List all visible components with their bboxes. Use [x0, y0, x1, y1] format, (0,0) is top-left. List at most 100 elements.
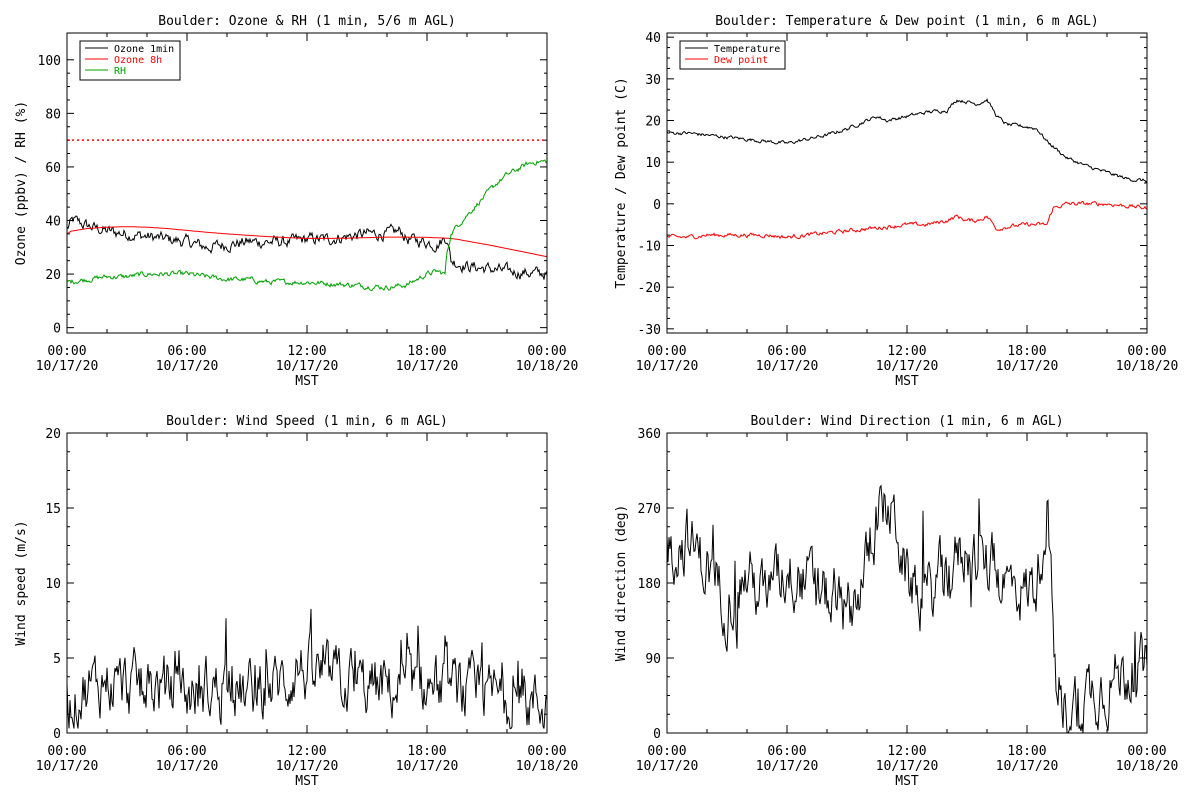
- x-tick-date: 10/18/20: [1116, 759, 1179, 774]
- x-tick-date: 10/17/20: [876, 759, 939, 774]
- x-tick-date: 10/17/20: [876, 359, 939, 374]
- x-tick-time: 18:00: [407, 344, 446, 359]
- x-tick-time: 06:00: [167, 744, 206, 759]
- x-tick-time: 00:00: [47, 344, 86, 359]
- x-axis-label: MST: [295, 774, 319, 789]
- plot-frame: [66, 32, 548, 334]
- y-axis-label: Wind speed (m/s): [14, 520, 29, 645]
- series-line-1: [666, 484, 1148, 734]
- x-axis-label: MST: [295, 374, 319, 389]
- x-tick-time: 18:00: [1007, 744, 1046, 759]
- x-tick-date: 10/17/20: [276, 759, 339, 774]
- x-axis-label: MST: [895, 774, 919, 789]
- y-tick-label: 0: [53, 727, 61, 742]
- x-tick-date: 10/17/20: [156, 359, 219, 374]
- x-tick-time: 12:00: [287, 344, 326, 359]
- y-tick-label: 10: [645, 156, 661, 171]
- x-tick-time: 00:00: [647, 744, 686, 759]
- x-tick-time: 00:00: [647, 344, 686, 359]
- x-tick-date: 10/17/20: [996, 759, 1059, 774]
- y-tick-label: 10: [45, 577, 61, 592]
- series-line-2: [666, 200, 1148, 240]
- y-tick-label: 360: [638, 427, 661, 442]
- y-tick-label: 0: [653, 727, 661, 742]
- series-line-1: [66, 215, 548, 280]
- legend-label: RH: [114, 66, 126, 77]
- legend-label: Temperature: [714, 44, 780, 55]
- x-tick-date: 10/17/20: [636, 359, 699, 374]
- y-tick-label: 0: [53, 322, 61, 337]
- x-tick-time: 06:00: [767, 344, 806, 359]
- x-tick-time: 00:00: [1127, 344, 1166, 359]
- y-tick-label: 80: [45, 107, 61, 122]
- series-line-3: [66, 159, 548, 292]
- legend-label: Ozone 8h: [114, 55, 162, 66]
- x-axis-label: MST: [895, 374, 919, 389]
- x-tick-date: 10/17/20: [996, 359, 1059, 374]
- x-tick-date: 10/17/20: [36, 359, 99, 374]
- y-tick-label: 20: [45, 268, 61, 283]
- x-tick-date: 10/17/20: [36, 759, 99, 774]
- x-tick-date: 10/17/20: [636, 759, 699, 774]
- x-tick-time: 06:00: [167, 344, 206, 359]
- y-tick-label: -20: [638, 281, 661, 296]
- y-tick-label: 90: [645, 652, 661, 667]
- x-tick-date: 10/17/20: [396, 759, 459, 774]
- x-tick-date: 10/17/20: [756, 759, 819, 774]
- x-tick-time: 00:00: [527, 344, 566, 359]
- y-tick-label: 30: [645, 73, 661, 88]
- chart-panel-2: Boulder: Temperature & Dew point (1 min,…: [614, 14, 1178, 389]
- y-tick-label: 5: [53, 652, 61, 667]
- chart-title: Boulder: Temperature & Dew point (1 min,…: [715, 14, 1099, 29]
- x-tick-date: 10/17/20: [156, 759, 219, 774]
- x-tick-date: 10/17/20: [756, 359, 819, 374]
- y-tick-label: 100: [38, 54, 61, 69]
- y-axis-label: Temperature / Dew point (C): [614, 77, 629, 288]
- plot-frame: [666, 32, 1148, 334]
- y-tick-label: 20: [45, 427, 61, 442]
- y-tick-label: 0: [653, 198, 661, 213]
- x-tick-time: 00:00: [527, 744, 566, 759]
- chart-title: Boulder: Wind Direction (1 min, 6 m AGL): [750, 414, 1063, 429]
- y-tick-label: 180: [638, 577, 661, 592]
- y-tick-label: 20: [645, 115, 661, 130]
- x-tick-time: 12:00: [887, 344, 926, 359]
- x-tick-date: 10/17/20: [276, 359, 339, 374]
- chart-title: Boulder: Wind Speed (1 min, 6 m AGL): [166, 414, 448, 429]
- x-tick-date: 10/18/20: [1116, 359, 1179, 374]
- x-tick-time: 12:00: [287, 744, 326, 759]
- legend-label: Dew point: [714, 55, 768, 66]
- y-axis-label: Ozone (ppbv) / RH (%): [14, 101, 29, 265]
- chart-panel-4: Boulder: Wind Direction (1 min, 6 m AGL)…: [614, 414, 1178, 789]
- y-tick-label: -30: [638, 323, 661, 338]
- chart-panel-1: Boulder: Ozone & RH (1 min, 5/6 m AGL) Oz…: [14, 14, 578, 389]
- series-line-2: [66, 226, 548, 258]
- y-tick-label: 40: [645, 31, 661, 46]
- series-line-1: [666, 98, 1148, 183]
- y-tick-label: -10: [638, 240, 661, 255]
- y-tick-label: 60: [45, 161, 61, 176]
- y-tick-label: 270: [638, 502, 661, 517]
- legend-label: Ozone 1min: [114, 44, 174, 55]
- y-axis-label: Wind direction (deg): [614, 505, 629, 662]
- x-tick-date: 10/18/20: [516, 759, 579, 774]
- x-tick-time: 06:00: [767, 744, 806, 759]
- plot-frame: [666, 432, 1148, 734]
- plot-frame: [66, 432, 548, 734]
- x-tick-time: 12:00: [887, 744, 926, 759]
- series-line-1: [66, 608, 548, 729]
- x-tick-time: 00:00: [1127, 744, 1166, 759]
- x-tick-date: 10/17/20: [396, 359, 459, 374]
- y-tick-label: 15: [45, 502, 61, 517]
- x-tick-date: 10/18/20: [516, 359, 579, 374]
- legend-box: [679, 40, 786, 70]
- y-tick-label: 40: [45, 215, 61, 230]
- x-tick-time: 00:00: [47, 744, 86, 759]
- chart-panel-3: Boulder: Wind Speed (1 min, 6 m AGL) Wind…: [14, 414, 578, 789]
- x-tick-time: 18:00: [407, 744, 446, 759]
- chart-title: Boulder: Ozone & RH (1 min, 5/6 m AGL): [158, 14, 455, 29]
- x-tick-time: 18:00: [1007, 344, 1046, 359]
